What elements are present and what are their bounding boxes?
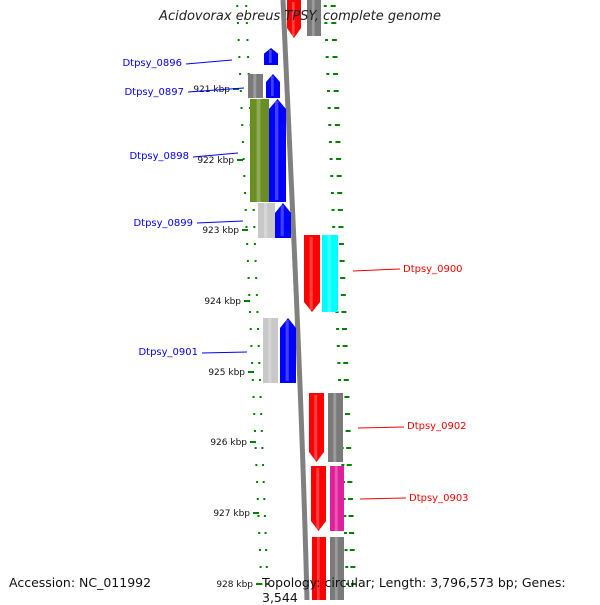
gene-labels: Dtpsy_0896 Dtpsy_0897 Dtpsy_0898 Dtpsy_0899… bbox=[122, 58, 468, 504]
gene-feature-block bbox=[322, 235, 338, 312]
gene-arrow bbox=[280, 318, 296, 383]
accession-text: Accession: NC_011992 bbox=[9, 575, 152, 590]
gene-label-leader bbox=[187, 87, 245, 93]
outer-right-dotted-ring bbox=[330, 5, 356, 585]
gene-feature-highlight bbox=[268, 318, 272, 383]
gene-arrow bbox=[311, 466, 326, 531]
gene-arrow-highlight bbox=[274, 101, 279, 200]
gene-feature-highlight bbox=[311, 0, 315, 36]
gene-label-left: Dtpsy_0897 bbox=[124, 87, 184, 98]
gene-label-leader bbox=[352, 268, 401, 272]
gene-arrow-highlight bbox=[280, 205, 284, 236]
kbp-tick-label: 924 kbp bbox=[204, 297, 241, 307]
kbp-tick-label: 923 kbp bbox=[202, 226, 239, 236]
gene-feature-block bbox=[250, 99, 269, 202]
kbp-tick-label: 928 kbp bbox=[216, 580, 253, 590]
gene-arrow bbox=[264, 48, 278, 65]
gene-features bbox=[248, 0, 344, 600]
gene-feature-highlight bbox=[256, 99, 261, 202]
genome-backbone bbox=[280, 0, 310, 601]
gene-feature-highlight bbox=[253, 74, 257, 98]
gene-feature-block bbox=[307, 0, 321, 36]
gene-label-leader bbox=[201, 351, 248, 354]
gene-label-left: Dtpsy_0899 bbox=[133, 218, 193, 229]
outer-left-dotted-ring bbox=[236, 5, 263, 585]
kbp-tick-label: 922 kbp bbox=[197, 156, 234, 166]
gene-arrow-highlight bbox=[270, 76, 274, 96]
gene-arrow bbox=[309, 393, 324, 462]
gene-arrow-highlight bbox=[316, 468, 320, 529]
gene-feature-block bbox=[330, 537, 344, 600]
gene-arrow bbox=[287, 0, 301, 38]
gene-feature-highlight bbox=[334, 537, 338, 600]
gene-arrow bbox=[269, 99, 286, 202]
gene-arrow-highlight bbox=[285, 320, 289, 381]
genome-summary-text: Topology: circular; Length: 3,796,573 bp… bbox=[262, 575, 566, 605]
gene-label-right: Dtpsy_0903 bbox=[409, 493, 469, 504]
kbp-tick-label: 925 kbp bbox=[208, 368, 245, 378]
gene-arrow-highlight bbox=[291, 2, 295, 36]
gene-label-leader bbox=[357, 426, 405, 429]
gene-label-leader bbox=[185, 59, 233, 65]
gene-feature-block bbox=[248, 74, 263, 98]
gene-feature-block bbox=[263, 318, 278, 383]
gene-arrow-highlight bbox=[309, 237, 313, 310]
gene-arrow bbox=[275, 203, 291, 238]
gene-feature-highlight bbox=[327, 235, 331, 312]
gene-label-leader bbox=[192, 152, 239, 158]
gene-label-right: Dtpsy_0900 bbox=[403, 264, 463, 275]
gene-label-leader bbox=[196, 220, 244, 224]
gene-feature-highlight bbox=[334, 466, 338, 531]
kbp-tick-label: 927 kbp bbox=[213, 509, 250, 519]
gene-label-leader bbox=[359, 497, 407, 500]
gene-feature-block bbox=[330, 466, 344, 531]
gene-arrow-highlight bbox=[314, 395, 318, 460]
gene-label-left: Dtpsy_0901 bbox=[138, 347, 198, 358]
gene-feature-block bbox=[328, 393, 343, 462]
gene-arrow bbox=[266, 74, 280, 98]
gene-feature-highlight bbox=[333, 393, 337, 462]
gene-arrow bbox=[304, 235, 320, 312]
gene-label-left: Dtpsy_0898 bbox=[129, 151, 189, 162]
gene-arrow-highlight bbox=[268, 50, 272, 63]
gene-feature-highlight bbox=[263, 203, 268, 238]
kbp-tick-label: 926 kbp bbox=[210, 438, 247, 448]
gene-label-left: Dtpsy_0896 bbox=[122, 58, 182, 69]
map-title: Acidovorax ebreus TPSY, complete genome bbox=[159, 9, 441, 24]
gene-feature-block bbox=[258, 203, 275, 238]
gene-feature-highlight bbox=[316, 537, 320, 600]
gene-label-right: Dtpsy_0902 bbox=[407, 421, 467, 432]
gene-feature-block bbox=[312, 537, 326, 600]
